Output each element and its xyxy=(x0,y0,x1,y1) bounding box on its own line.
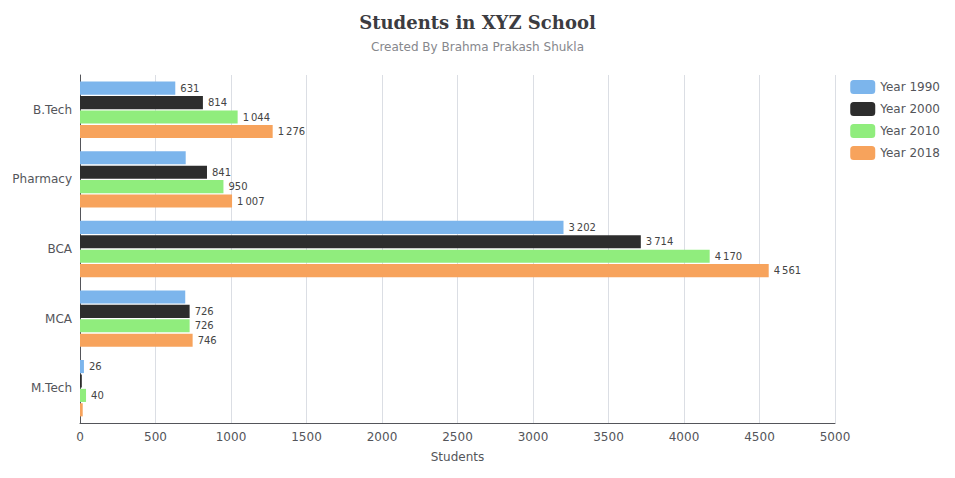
svg-text:1 044: 1 044 xyxy=(243,112,270,123)
svg-text:726: 726 xyxy=(195,320,214,331)
svg-text:5000: 5000 xyxy=(820,430,851,444)
svg-text:40: 40 xyxy=(91,390,104,401)
svg-text:Year 1990: Year 1990 xyxy=(879,80,940,94)
svg-text:1 007: 1 007 xyxy=(237,196,264,207)
svg-text:814: 814 xyxy=(208,97,227,108)
svg-text:950: 950 xyxy=(228,181,247,192)
svg-text:Year 2000: Year 2000 xyxy=(879,102,940,116)
svg-text:1 276: 1 276 xyxy=(278,126,305,137)
svg-text:3500: 3500 xyxy=(593,430,624,444)
svg-text:841: 841 xyxy=(212,167,231,178)
svg-text:4500: 4500 xyxy=(744,430,775,444)
svg-text:2500: 2500 xyxy=(442,430,473,444)
svg-text:1500: 1500 xyxy=(291,430,322,444)
svg-text:M.Tech: M.Tech xyxy=(31,381,72,395)
svg-text:0: 0 xyxy=(76,430,84,444)
svg-text:26: 26 xyxy=(89,361,102,372)
svg-text:631: 631 xyxy=(180,83,199,94)
svg-text:500: 500 xyxy=(144,430,167,444)
svg-text:3 202: 3 202 xyxy=(569,222,596,233)
svg-text:Pharmacy: Pharmacy xyxy=(12,172,72,186)
svg-text:2000: 2000 xyxy=(367,430,398,444)
svg-text:Year 2010: Year 2010 xyxy=(879,124,940,138)
svg-text:4 561: 4 561 xyxy=(774,265,801,276)
svg-text:4 170: 4 170 xyxy=(715,251,742,262)
svg-text:4000: 4000 xyxy=(669,430,700,444)
svg-text:726: 726 xyxy=(195,306,214,317)
svg-text:Created By Brahma Prakash Shuk: Created By Brahma Prakash Shukla xyxy=(371,40,584,54)
svg-text:1000: 1000 xyxy=(216,430,247,444)
svg-text:B.Tech: B.Tech xyxy=(33,103,72,117)
svg-text:BCA: BCA xyxy=(47,242,72,256)
svg-text:Students: Students xyxy=(431,450,485,464)
svg-text:MCA: MCA xyxy=(45,312,73,326)
svg-text:3000: 3000 xyxy=(518,430,549,444)
svg-text:Year 2018: Year 2018 xyxy=(879,146,940,160)
svg-text:Students in XYZ School: Students in XYZ School xyxy=(359,12,596,33)
svg-text:746: 746 xyxy=(198,335,217,346)
svg-text:3 714: 3 714 xyxy=(646,236,673,247)
